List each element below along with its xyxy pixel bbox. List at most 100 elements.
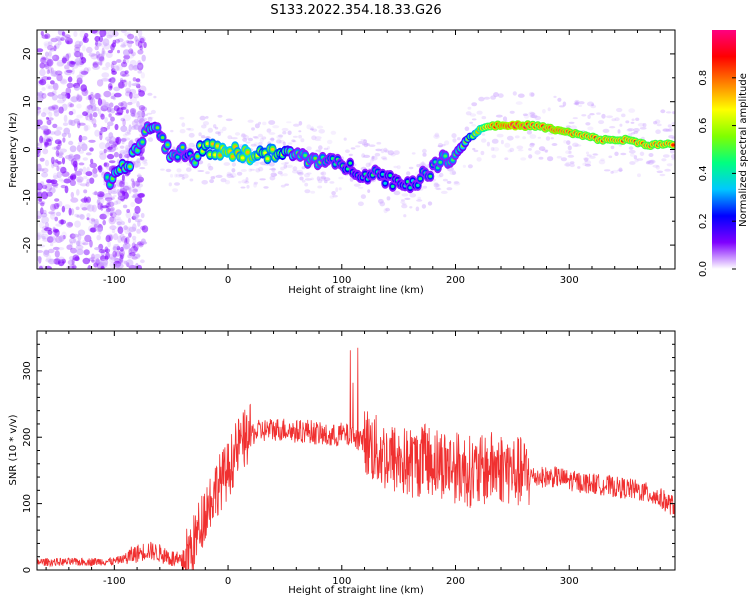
ridge-halo-speck [269, 138, 275, 141]
noise-speck [76, 103, 82, 109]
noise-speck [97, 98, 103, 106]
noise-speck [91, 259, 95, 263]
ridge-halo-speck [400, 199, 405, 202]
noise-speck [40, 31, 44, 36]
noise-speck [68, 110, 74, 116]
ridge-halo-speck [384, 149, 389, 153]
ridge-halo-speck [528, 154, 533, 159]
ridge-halo-speck [665, 128, 671, 132]
ridge-halo-speck [238, 180, 242, 184]
noise-speck [116, 189, 121, 195]
ridge-halo-speck [662, 128, 668, 132]
ridge-halo-speck [529, 142, 536, 146]
x-tick-label: 200 [446, 576, 465, 587]
noise-speck [111, 228, 116, 234]
ridge-halo-speck [186, 127, 191, 131]
ridge-halo-speck [111, 190, 117, 194]
ridge-halo-speck [178, 174, 185, 177]
noise-speck [110, 142, 115, 148]
ridge-halo-speck [585, 122, 591, 126]
noise-speck [117, 235, 122, 243]
ridge-halo-speck [390, 152, 396, 157]
noise-speck [67, 52, 72, 58]
ridge-blob-core [443, 154, 448, 158]
ridge-halo-speck [642, 123, 647, 128]
ridge-halo-speck [619, 144, 622, 148]
ridge-halo-speck [602, 128, 610, 133]
noise-speck [113, 86, 121, 92]
ridge-halo-speck [317, 185, 323, 189]
colorbar-gradient [712, 30, 736, 269]
noise-speck [94, 190, 98, 196]
ridge-halo-speck [538, 146, 546, 151]
ridge-halo-speck [437, 145, 443, 148]
ridge-halo-speck [451, 170, 456, 175]
noise-speck [109, 256, 116, 263]
noise-speck [43, 41, 51, 47]
noise-speck [91, 253, 95, 260]
noise-speck [86, 166, 90, 173]
ridge-halo-speck [142, 159, 148, 162]
x-tick-label: 200 [446, 275, 465, 286]
noise-speck [37, 107, 42, 115]
noise-speck [54, 198, 60, 202]
noise-speck [68, 140, 74, 146]
ridge-halo-speck [348, 153, 353, 157]
ridge-halo-speck [493, 92, 499, 98]
ridge-halo-speck [583, 157, 590, 161]
noise-speck [41, 112, 47, 118]
ridge-halo-speck [401, 193, 409, 197]
ridge-halo-speck [490, 95, 496, 100]
ridge-halo-speck [526, 130, 533, 135]
ridge-halo-speck [617, 169, 624, 172]
ridge-halo-speck [453, 181, 461, 186]
ridge-halo-speck [365, 162, 371, 168]
ridge-halo-speck [298, 121, 303, 126]
x-tick-label: -100 [103, 275, 126, 286]
ridge-halo-speck [292, 135, 298, 138]
noise-speck [61, 258, 66, 264]
noise-speck [101, 66, 109, 71]
noise-speck [101, 205, 109, 209]
noise-speck [100, 126, 104, 134]
ridge-halo-speck [116, 199, 121, 205]
noise-speck [73, 154, 81, 160]
ridge-halo-speck [542, 109, 546, 114]
noise-speck [99, 130, 103, 136]
noise-speck [117, 195, 126, 201]
noise-speck [118, 153, 123, 159]
noise-speck [110, 211, 117, 218]
noise-speck [65, 92, 71, 99]
noise-speck [130, 202, 136, 207]
noise-speck [85, 171, 93, 177]
noise-speck [49, 237, 58, 244]
ridge-halo-speck [569, 163, 575, 168]
ridge-halo-speck [371, 157, 375, 161]
ridge-halo-speck [371, 155, 378, 161]
ridge-halo-speck [298, 130, 302, 133]
ridge-blob-core [270, 147, 275, 151]
noise-speck [53, 232, 58, 237]
noise-speck [56, 165, 60, 172]
ridge-halo-speck [280, 173, 284, 177]
ridge-halo-speck [345, 149, 350, 153]
ridge-halo-speck [226, 173, 234, 179]
noise-speck [70, 247, 77, 254]
ridge-halo-speck [619, 123, 623, 127]
ridge-halo-speck [306, 124, 312, 130]
noise-speck [61, 205, 66, 213]
noise-speck [57, 40, 62, 46]
ridge-halo-speck [471, 124, 476, 127]
ridge-halo-speck [365, 143, 370, 146]
ridge-halo-speck [111, 148, 116, 152]
noise-speck [88, 139, 96, 143]
noise-speck [96, 234, 101, 241]
ridge-halo-speck [270, 172, 277, 177]
noise-speck [41, 92, 47, 99]
noise-speck [84, 32, 89, 38]
ridge-halo-speck [374, 152, 381, 157]
noise-speck [109, 102, 114, 108]
noise-speck [125, 109, 129, 114]
ridge-halo-speck [628, 146, 634, 150]
noise-speck [51, 162, 55, 169]
